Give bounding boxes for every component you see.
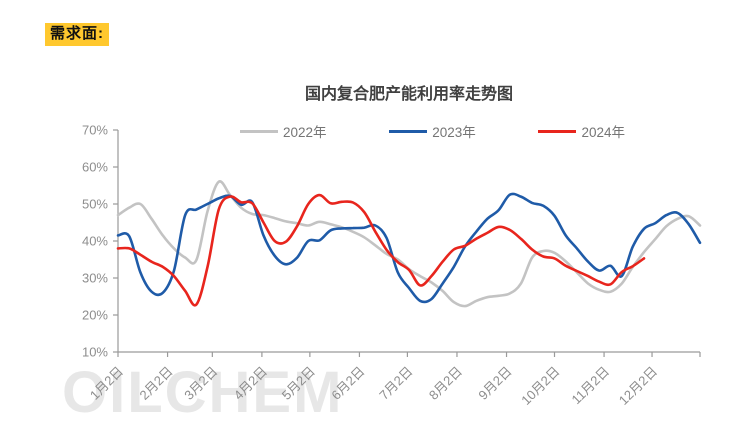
- x-tick-label: 12月2日: [616, 364, 660, 408]
- y-tick-label: 70%: [82, 123, 108, 138]
- legend-line-swatch-2024: [538, 129, 577, 133]
- x-tick-label: 9月2日: [475, 364, 514, 403]
- series-line-2023年: [116, 192, 702, 304]
- legend-item-2024: 2024年: [538, 121, 625, 141]
- legend-item-2022: 2022年: [240, 121, 327, 141]
- y-tick-label: 30%: [82, 271, 108, 286]
- legend-label-2022: 2022年: [283, 125, 327, 140]
- legend-line-swatch-2022: [240, 129, 278, 133]
- y-tick-label: 20%: [82, 308, 108, 323]
- x-tick-label: 8月2日: [426, 364, 465, 403]
- x-tick-label: 7月2日: [376, 364, 415, 403]
- axis-lines: [117, 130, 700, 353]
- legend-label-2023: 2023年: [432, 125, 476, 140]
- series-line-2024年: [116, 193, 646, 307]
- y-tick-label: 10%: [82, 345, 108, 360]
- chart-title: 国内复合肥产能利用率走势图: [304, 86, 513, 103]
- watermark-text: OILCHEM: [62, 360, 343, 425]
- y-tick-label: 40%: [82, 234, 108, 249]
- legend-label-2024: 2024年: [581, 125, 625, 140]
- legend-item-2023: 2023年: [389, 121, 476, 141]
- chart-legend: 2022年 2023年 2024年: [240, 121, 625, 141]
- demand-side-label: 需求面:: [45, 23, 109, 46]
- y-tick-label: 60%: [82, 160, 108, 175]
- x-tick-label: 11月2日: [569, 364, 613, 408]
- legend-line-swatch-2023: [389, 129, 428, 133]
- y-tick-label: 50%: [82, 197, 108, 212]
- x-tick-label: 10月2日: [518, 364, 562, 408]
